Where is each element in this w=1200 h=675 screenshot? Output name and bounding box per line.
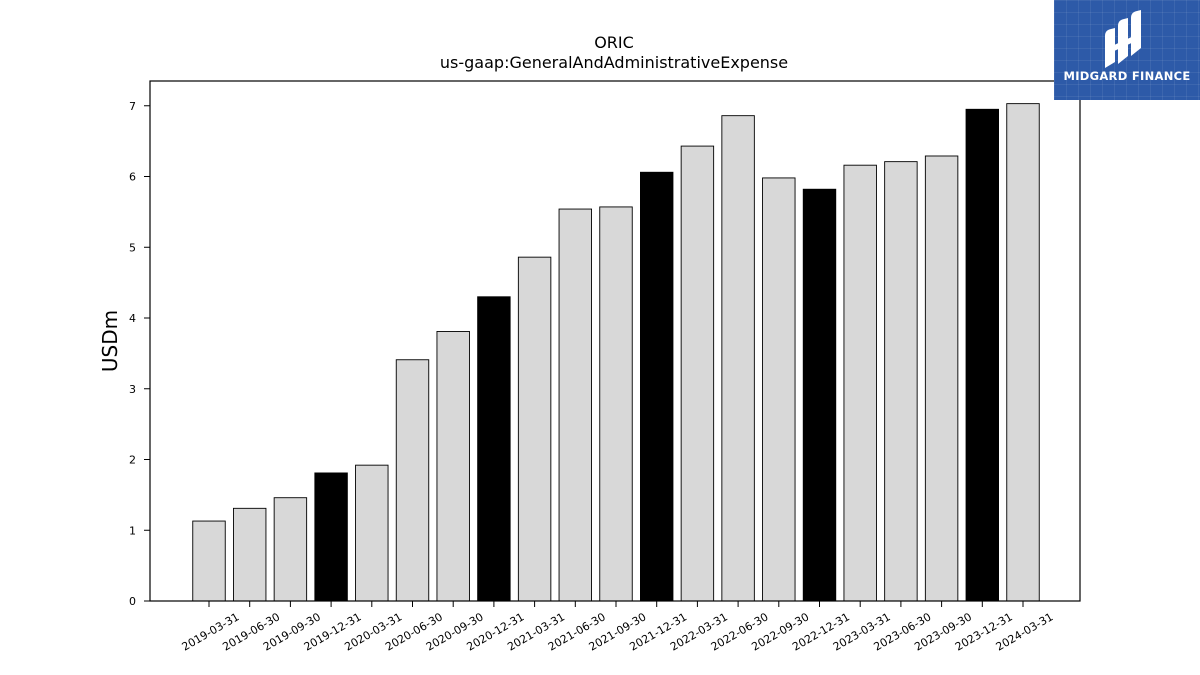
bar-2023-03-31: [843, 164, 877, 602]
bar-2019-06-30: [232, 507, 267, 602]
bar-2020-12-31: [477, 296, 511, 602]
y-tick-label: 7: [129, 100, 136, 113]
bar-2019-12-31: [314, 472, 348, 602]
logo-text: MIDGARD FINANCE: [1063, 69, 1191, 83]
bar-2022-03-31: [680, 145, 715, 602]
bar-2022-06-30: [721, 115, 755, 602]
bar-2020-06-30: [395, 359, 430, 602]
bar-2019-03-31: [192, 520, 226, 602]
bars-group: [192, 103, 1040, 602]
chart-subtitle: us-gaap:GeneralAndAdministrativeExpense: [440, 53, 788, 72]
y-tick-label: 5: [129, 241, 136, 254]
bar-2023-09-30: [924, 155, 959, 602]
bar-2023-06-30: [884, 161, 918, 602]
y-tick-label: 4: [129, 312, 136, 325]
y-tick-label: 6: [129, 171, 136, 184]
y-axis-label: USDm: [98, 310, 122, 372]
y-tick-label: 1: [129, 524, 136, 537]
bar-2020-09-30: [436, 331, 470, 602]
bar-2022-09-30: [762, 177, 796, 602]
y-tick-label: 2: [129, 454, 136, 467]
x-axis: 2019-03-312019-06-302019-09-302019-12-31…: [180, 601, 1056, 654]
bar-2024-03-31: [1006, 103, 1040, 602]
bar-2020-03-31: [355, 464, 389, 602]
midgard-logo-icon: [1105, 10, 1141, 68]
bar-2019-09-30: [273, 497, 308, 602]
plot-frame: [149, 80, 1081, 602]
chart-title: ORIC: [594, 33, 634, 52]
bar-2021-12-31: [640, 171, 674, 602]
midgard-finance-logo: MIDGARD FINANCE: [1054, 0, 1200, 100]
bar-2023-12-31: [965, 108, 999, 602]
y-tick-label: 0: [129, 595, 136, 608]
bar-2021-09-30: [599, 206, 633, 602]
bar-2021-03-31: [517, 256, 552, 602]
bar-2022-12-31: [802, 188, 837, 602]
bar-2021-06-30: [558, 208, 592, 602]
y-axis: 0 1 2 3 4 5 6 7: [129, 100, 150, 608]
y-tick-label: 3: [129, 383, 136, 396]
